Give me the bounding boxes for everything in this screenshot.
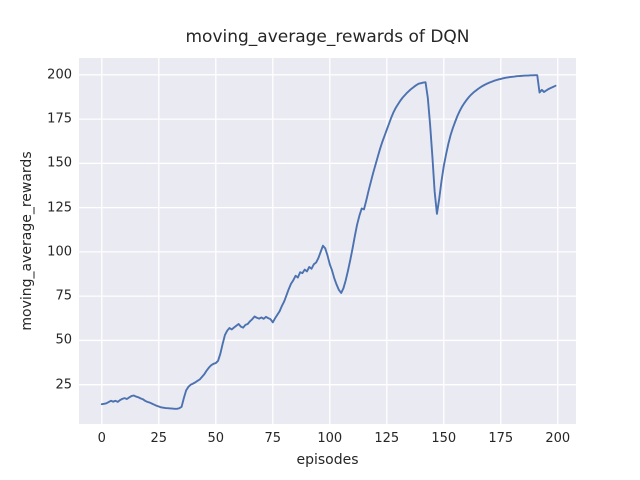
y-tick-label-150: 150 xyxy=(47,155,72,171)
x-tick-label-25: 25 xyxy=(150,431,168,446)
y-tick-label-50: 50 xyxy=(55,332,72,348)
x-tick-label-200: 200 xyxy=(545,431,571,446)
chart-title: moving_average_rewards of DQN xyxy=(185,27,470,47)
x-tick-label-150: 150 xyxy=(431,431,457,446)
y-tick-label-175: 175 xyxy=(47,111,72,127)
y-tick-label-25: 25 xyxy=(55,377,72,393)
x-tick-label-100: 100 xyxy=(317,431,343,446)
y-tick-label-75: 75 xyxy=(55,288,72,304)
x-axis-label: episodes xyxy=(296,452,359,468)
x-tick-label-0: 0 xyxy=(97,431,106,446)
x-tick-label-75: 75 xyxy=(264,431,282,446)
y-axis-label: moving_average_rewards xyxy=(19,151,35,331)
axes-background xyxy=(79,58,576,424)
x-tick-label-50: 50 xyxy=(207,431,225,446)
y-tick-label-100: 100 xyxy=(47,244,72,260)
y-tick-label-125: 125 xyxy=(47,200,72,216)
x-tick-label-175: 175 xyxy=(488,431,514,446)
reward-line xyxy=(100,74,557,410)
x-tick-label-125: 125 xyxy=(374,431,400,446)
y-tick-label-200: 200 xyxy=(47,67,72,83)
